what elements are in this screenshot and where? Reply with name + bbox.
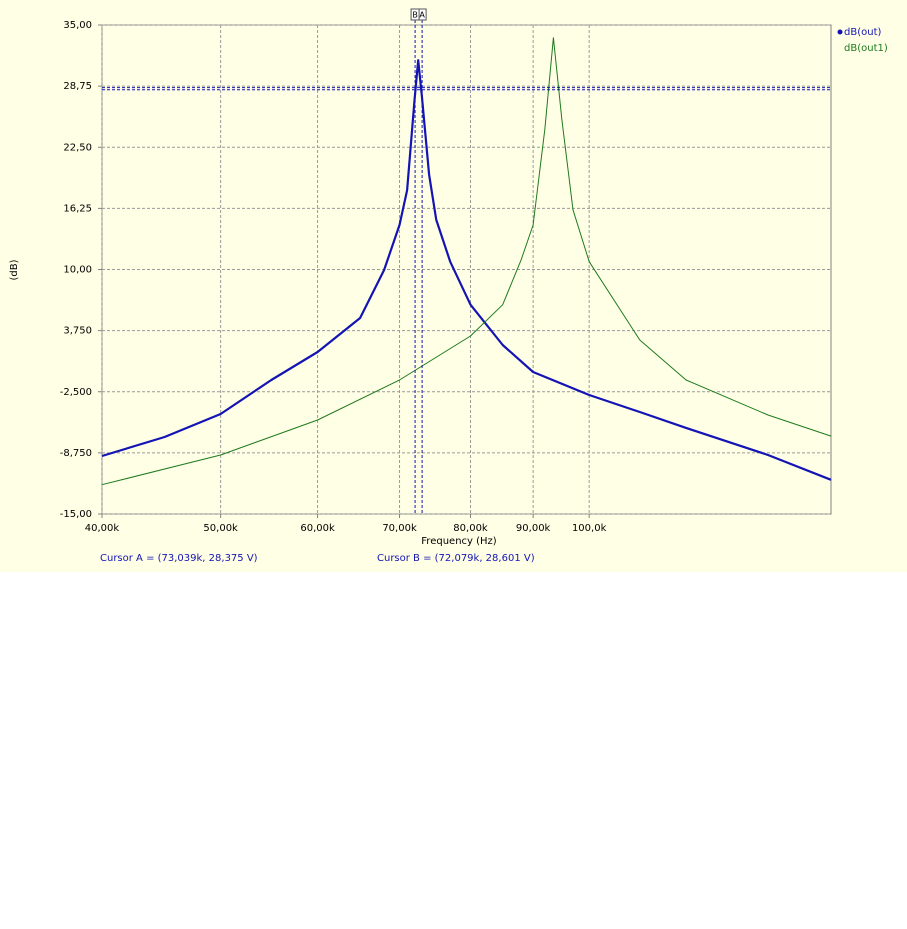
- x-tick-label: 40,00k: [85, 523, 120, 534]
- x-tick-label: 70,00k: [382, 523, 417, 534]
- y-tick-label: -2,500: [60, 387, 92, 398]
- y-tick-label: 16,25: [63, 203, 92, 214]
- x-tick-label: 90,00k: [516, 523, 551, 534]
- x-tick-label: 80,00k: [453, 523, 488, 534]
- y-tick-label: -8,750: [60, 448, 92, 459]
- legend-label: dB(out1): [844, 43, 888, 54]
- x-axis-label: Frequency (Hz): [421, 536, 497, 547]
- x-tick-label: 50,00k: [203, 523, 238, 534]
- y-tick-label: 10,00: [63, 265, 92, 276]
- cursor-readout: Cursor B = (72,079k, 28,601 V): [377, 553, 535, 564]
- cursor-flag: [410, 8, 420, 21]
- plot-background: [0, 0, 907, 572]
- y-tick-label: 22,50: [63, 142, 92, 153]
- legend-label: dB(out): [844, 27, 881, 38]
- legend-marker: [837, 29, 843, 35]
- y-tick-label: 35,00: [63, 20, 92, 31]
- y-tick-label: 28,75: [63, 81, 92, 92]
- y-tick-label: -15,00: [60, 509, 92, 520]
- y-tick-label: 3,750: [63, 326, 92, 337]
- x-tick-label: 60,00k: [300, 523, 335, 534]
- cursor-flag-label: A: [419, 11, 425, 20]
- series-line: [101, 37, 832, 486]
- cursor-flag-label: B: [412, 11, 418, 20]
- y-axis-label: (dB): [9, 259, 20, 280]
- cursor-readout: Cursor A = (73,039k, 28,375 V): [100, 553, 258, 564]
- x-tick-label: 100,0k: [572, 523, 607, 534]
